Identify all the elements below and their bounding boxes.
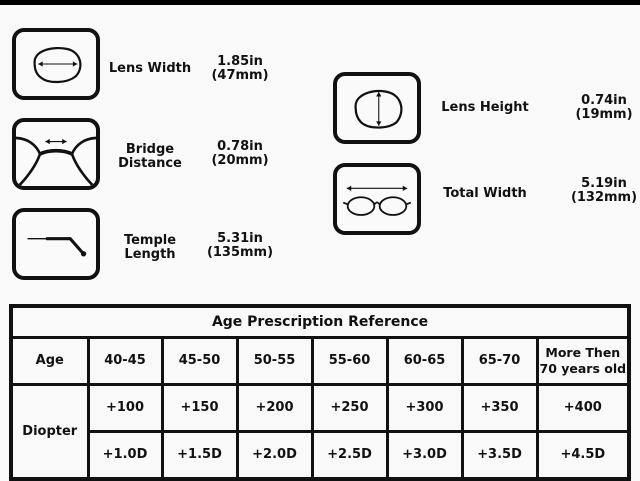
strength-cell: +350 [460, 383, 539, 433]
total-width-label: Total Width [443, 186, 527, 201]
table-title: Age Prescription Reference [9, 304, 631, 339]
diopter-label: Diopter [9, 383, 90, 481]
diopter-row: +1.0D +1.5D +2.0D +2.5D +3.0D +3.5D +4.5… [11, 430, 631, 481]
diopter-cell: +3.0D [385, 430, 464, 481]
age-cell: 45-50 [160, 336, 239, 386]
temple-length-value: 5.31in (135mm) [206, 231, 274, 260]
age-cell: 40-45 [86, 336, 164, 386]
lens-height-icon [333, 72, 421, 144]
age-cell: 65-70 [460, 336, 539, 386]
age-label: Age [9, 336, 90, 386]
age-cell: More Then 70 years old [535, 336, 631, 386]
diopter-cell: +4.5D [535, 430, 631, 481]
age-cell: 60-65 [385, 336, 464, 386]
diopter-cell: +2.0D [235, 430, 314, 481]
lens-width-label: Lens Width [108, 61, 192, 76]
lens-height-value: 0.74in (19mm) [575, 93, 633, 122]
strength-cell: +300 [385, 383, 464, 433]
bridge-distance-label: Bridge Distance [118, 142, 182, 171]
top-bar [0, 0, 640, 5]
bridge-distance-icon [12, 118, 100, 190]
age-prescription-table: Age Prescription Reference Age 40-45 45-… [9, 304, 632, 481]
temple-length-icon [12, 208, 100, 280]
lens-height-label: Lens Height [441, 100, 529, 115]
lens-width-value: 1.85in (47mm) [211, 54, 269, 83]
strength-row: Diopter +100 +150 +200 +250 +300 +350 +4… [9, 383, 631, 481]
bridge-distance-value: 0.78in (20mm) [211, 139, 269, 168]
total-width-value: 5.19in (132mm) [570, 176, 638, 205]
age-cell: 55-60 [310, 336, 389, 386]
strength-cell: +100 [86, 383, 164, 433]
strength-cell: +400 [535, 383, 631, 433]
strength-cell: +200 [235, 383, 314, 433]
strength-cell: +150 [160, 383, 239, 433]
lens-width-icon [12, 28, 100, 100]
age-row: Age 40-45 45-50 50-55 55-60 60-65 65-70 … [9, 336, 631, 386]
age-cell: 50-55 [235, 336, 314, 386]
temple-length-label: Temple Length [123, 233, 177, 262]
diopter-cell: +1.5D [160, 430, 239, 481]
diopter-cell: +3.5D [460, 430, 539, 481]
diopter-cell: +2.5D [310, 430, 389, 481]
strength-cell: +250 [310, 383, 389, 433]
diopter-cell: +1.0D [86, 430, 164, 481]
total-width-icon [333, 163, 421, 235]
